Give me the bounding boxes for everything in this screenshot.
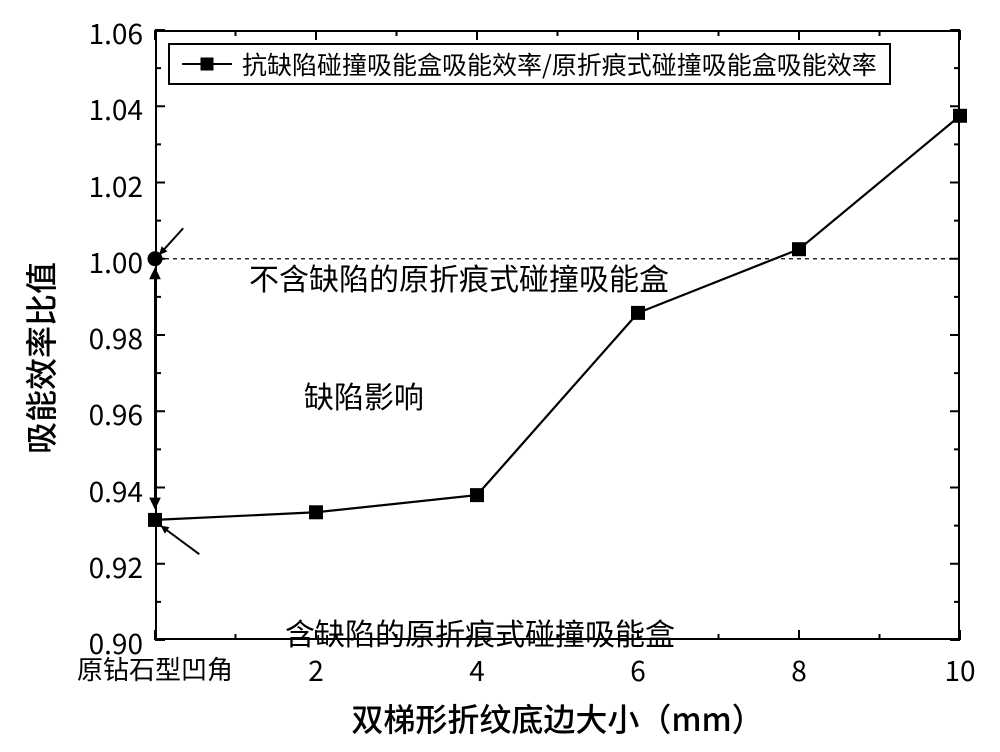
x-axis-label: 双梯形折纹底边大小（mm） [351,695,763,741]
legend-marker-square-icon [201,58,214,71]
x-tick-label: 8 [791,650,807,690]
plot-area [155,30,960,640]
x-tick-label: 原钻石型凹角 [77,650,233,687]
callout-text: 缺陷影响 [304,373,424,417]
y-tick-label: 1.04 [89,89,143,129]
y-tick-label: 0.98 [89,318,143,358]
y-tick-label: 0.96 [89,394,143,434]
annotation-with-defect: 含缺陷的原折痕式碰撞吸能盒 [285,610,675,654]
y-tick-label: 1.02 [89,166,143,206]
y-axis-label: 吸能效率比值 [17,262,63,454]
y-tick-label: 1.00 [89,242,143,282]
x-tick-label: 4 [469,650,485,690]
x-tick-label: 10 [944,650,975,690]
legend: 抗缺陷碰撞吸能盒吸能效率/原折痕式碰撞吸能盒吸能效率 [168,43,891,85]
y-tick-label: 0.94 [89,471,143,511]
x-tick-label: 2 [308,650,324,690]
legend-label: 抗缺陷碰撞吸能盒吸能效率/原折痕式碰撞吸能盒吸能效率 [242,46,877,82]
x-tick-label: 6 [630,650,646,690]
y-tick-label: 0.92 [89,547,143,587]
y-tick-label: 1.06 [89,13,143,53]
annotation-no-defect: 不含缺陷的原折痕式碰撞吸能盒 [249,255,669,299]
legend-marker-line [182,63,232,65]
chart-root: 抗缺陷碰撞吸能盒吸能效率/原折痕式碰撞吸能盒吸能效率 吸能效率比值 双梯形折纹底… [0,0,1000,752]
